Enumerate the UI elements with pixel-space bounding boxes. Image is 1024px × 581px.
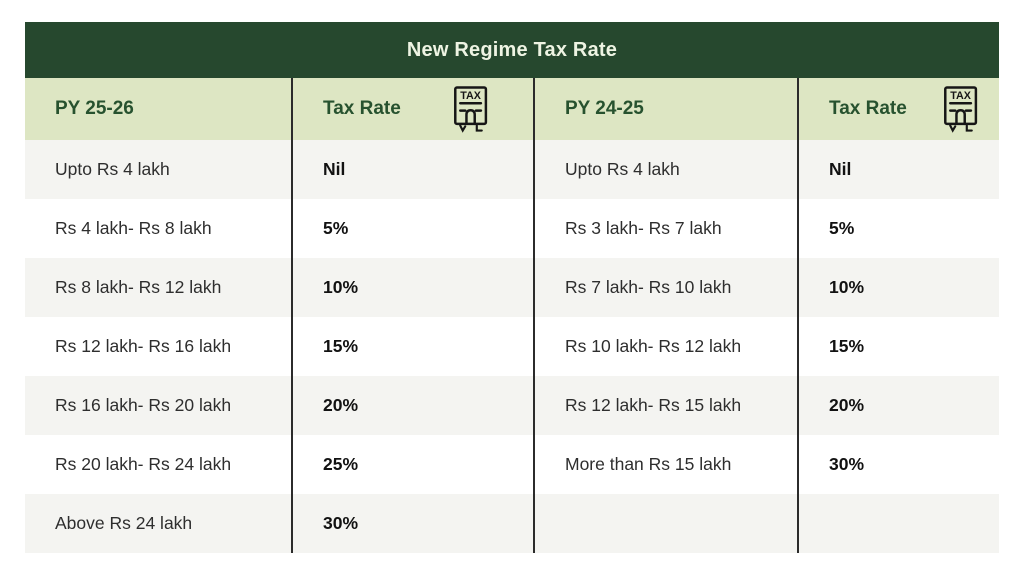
column-header-py-24-25: PY 24-25 <box>533 78 797 140</box>
slab-cell-old: Upto Rs 4 lakh <box>533 140 797 199</box>
rate-cell-old: 10% <box>797 258 999 317</box>
column-header-tax-rate-new: Tax Rate TAX <box>291 78 533 140</box>
table-row: Rs 20 lakh- Rs 24 lakh 25% More than Rs … <box>25 435 999 494</box>
table-title: New Regime Tax Rate <box>406 38 618 61</box>
table-row: Rs 4 lakh- Rs 8 lakh 5% Rs 3 lakh- Rs 7 … <box>25 199 999 258</box>
table-row: Rs 16 lakh- Rs 20 lakh 20% Rs 12 lakh- R… <box>25 376 999 435</box>
rate-cell-old: Nil <box>797 140 999 199</box>
svg-text:TAX: TAX <box>950 90 972 102</box>
tax-document-icon: TAX <box>454 86 488 133</box>
rate-cell-old: 20% <box>797 376 999 435</box>
slab-cell-old: Rs 3 lakh- Rs 7 lakh <box>533 199 797 258</box>
slab-cell-old: Rs 7 lakh- Rs 10 lakh <box>533 258 797 317</box>
column-header-py-25-26: PY 25-26 <box>55 98 134 119</box>
slab-cell-new: Rs 16 lakh- Rs 20 lakh <box>55 395 232 415</box>
rate-cell-old: 15% <box>797 317 999 376</box>
table-row: Upto Rs 4 lakh Nil Upto Rs 4 lakh Nil <box>25 140 999 199</box>
slab-cell-new: Rs 8 lakh- Rs 12 lakh <box>55 277 222 297</box>
table-row: Above Rs 24 lakh 30% <box>25 494 999 553</box>
table-row: Rs 8 lakh- Rs 12 lakh 10% Rs 7 lakh- Rs … <box>25 258 999 317</box>
slab-cell-new: Rs 20 lakh- Rs 24 lakh <box>55 454 232 474</box>
slab-cell-old <box>533 494 797 553</box>
table-title-bar: New Regime Tax Rate <box>25 22 999 78</box>
rate-cell-new: 5% <box>291 199 533 258</box>
rate-cell-old: 5% <box>797 199 999 258</box>
column-header-tax-rate-old: Tax Rate TAX <box>797 78 999 140</box>
rate-cell-new: 25% <box>291 435 533 494</box>
rate-cell-new: 30% <box>291 494 533 553</box>
rate-cell-old: 30% <box>797 435 999 494</box>
svg-text:TAX: TAX <box>460 90 482 102</box>
slab-cell-new: Rs 12 lakh- Rs 16 lakh <box>55 336 232 356</box>
tax-document-icon: TAX <box>944 86 978 133</box>
column-header-row: PY 25-26 Tax Rate TAX PY 24-25 <box>25 78 999 140</box>
slab-cell-new: Above Rs 24 lakh <box>55 513 193 533</box>
table-row: Rs 12 lakh- Rs 16 lakh 15% Rs 10 lakh- R… <box>25 317 999 376</box>
rate-cell-new: Nil <box>291 140 533 199</box>
slab-cell-old: Rs 10 lakh- Rs 12 lakh <box>533 317 797 376</box>
rate-cell-new: 20% <box>291 376 533 435</box>
slab-cell-old: Rs 12 lakh- Rs 15 lakh <box>533 376 797 435</box>
slab-cell-old: More than Rs 15 lakh <box>533 435 797 494</box>
rate-cell-new: 15% <box>291 317 533 376</box>
rate-cell-old <box>797 494 999 553</box>
tax-rate-table: New Regime Tax Rate PY 25-26 Tax Rate TA… <box>25 22 999 553</box>
rate-cell-new: 10% <box>291 258 533 317</box>
slab-cell-new: Upto Rs 4 lakh <box>55 159 170 179</box>
slab-cell-new: Rs 4 lakh- Rs 8 lakh <box>55 218 212 238</box>
